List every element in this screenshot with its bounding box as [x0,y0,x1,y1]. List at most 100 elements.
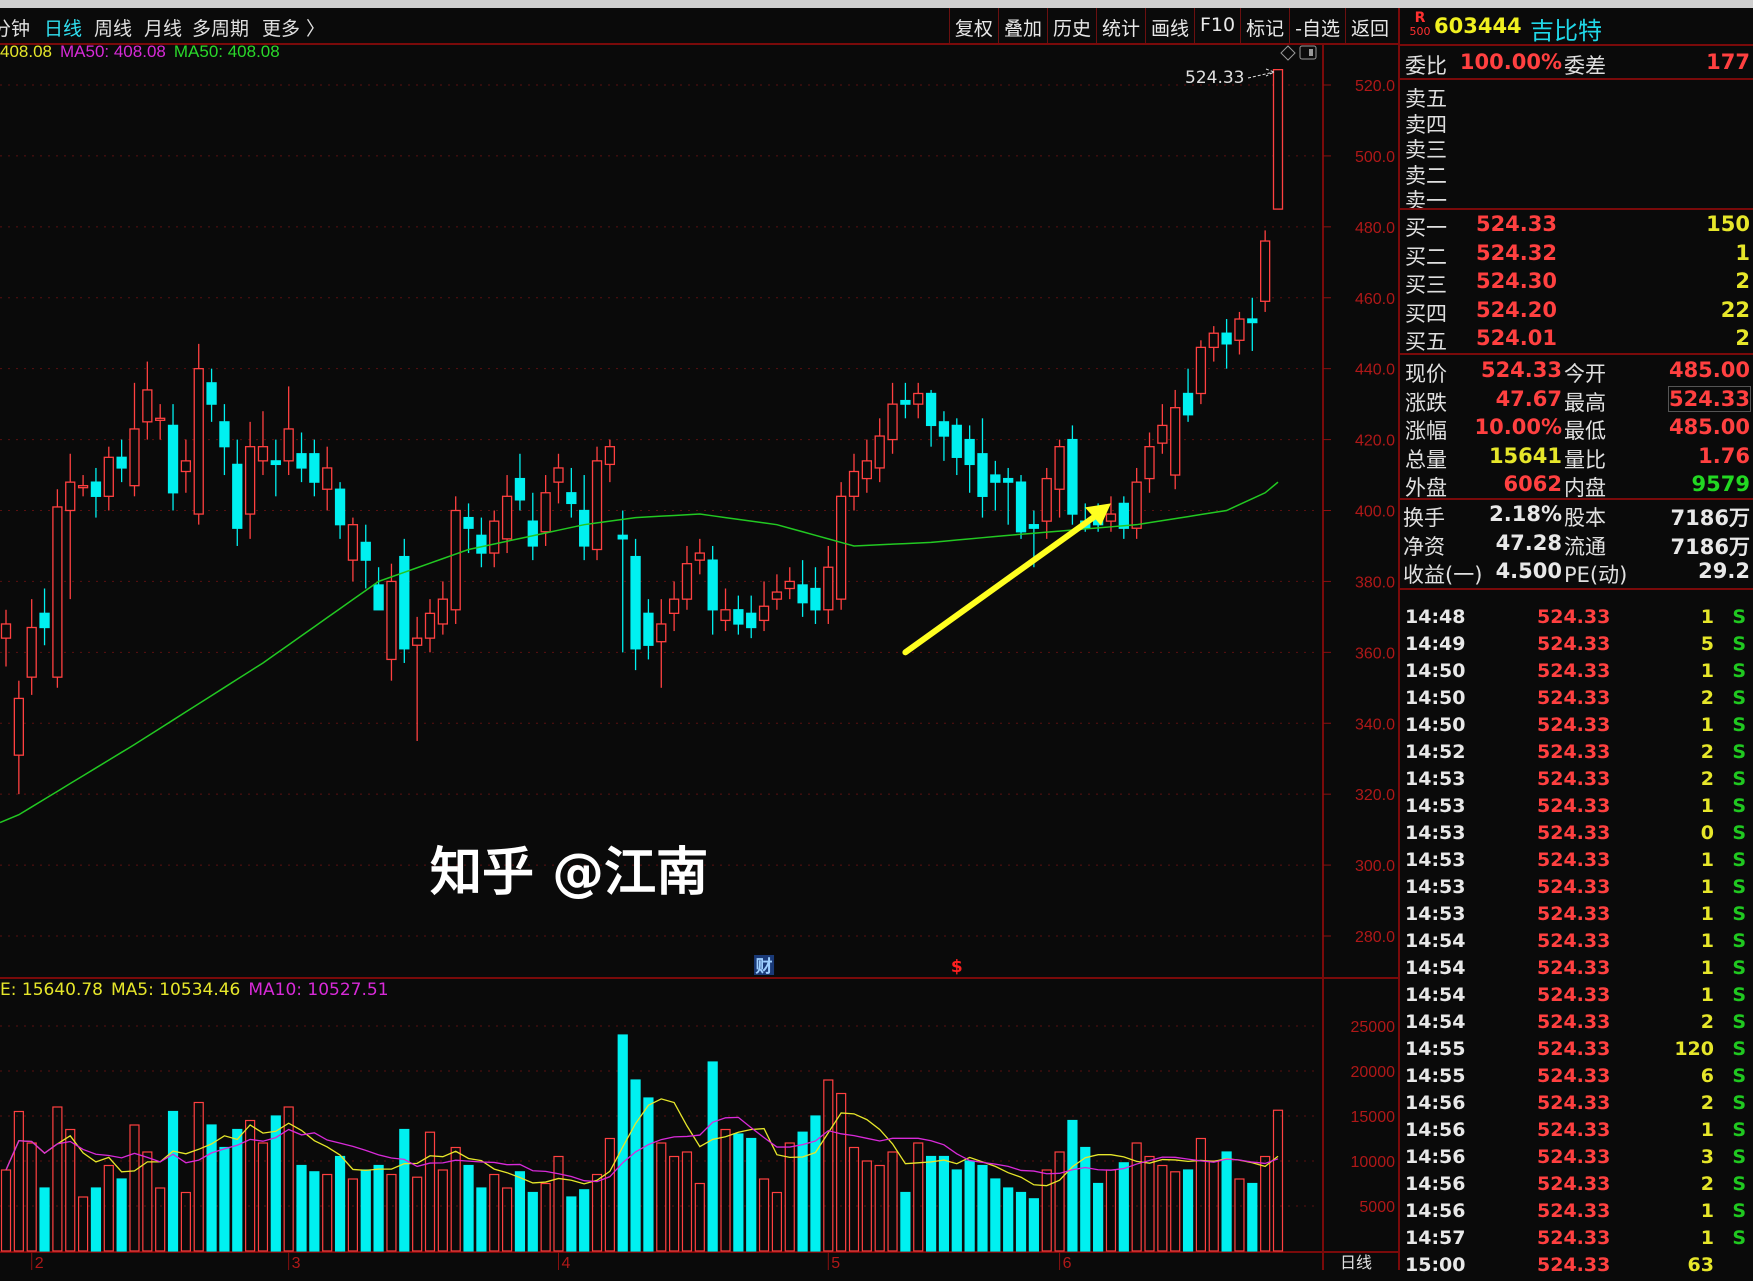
tick-side: S [1732,1119,1746,1141]
period-tab[interactable]: 更多 〉 [262,18,326,40]
period-tab[interactable]: 月线 [144,18,183,40]
volume-bar [1131,1142,1142,1252]
tick-time: 14:53 [1405,876,1466,898]
tick-side: S [1732,849,1746,871]
tick-side: S [1732,660,1746,682]
sell-level: 卖二 [1400,160,1752,188]
tick-row: 14:56 524.33 1 S [1400,1119,1752,1146]
volume-bar [193,1101,204,1252]
volume-bar [1260,1155,1271,1252]
value: 15641 [1488,443,1562,468]
tick-price: 524.33 [1537,930,1611,952]
quote-row: 外盘 6062 内盘 9579 [1400,472,1752,500]
divider [1400,498,1753,500]
legend-item: MA50: 408.08 [173,42,280,61]
candle-body [720,609,731,622]
toolbar-button[interactable]: 画线 [1144,8,1194,43]
panel-toggle-icon[interactable] [1299,45,1317,60]
label: 量比 [1564,447,1606,472]
candle-body [1247,318,1258,324]
tick-side: S [1732,822,1746,844]
label: 卖五 [1405,87,1447,111]
tick-volume: 1 [1700,903,1714,925]
price-tick-label: 300.0 [1355,858,1395,875]
volume-bar [1182,1169,1194,1252]
candle-body [733,609,744,625]
volume-bar [1080,1146,1091,1252]
divider [1400,588,1753,590]
last-price-label: 524.33 [1185,68,1244,88]
volume-bar [90,1187,102,1252]
period-tab[interactable]: 日线 [44,18,83,40]
quote-panel: R 500 603444 吉比特 委比 100.00% 委差 177 卖五 卖四 卖三 卖二卖… [1398,8,1753,1276]
tick-side: S [1732,876,1746,898]
tick-price: 524.33 [1537,633,1611,655]
candle-body [707,559,718,611]
volume-bar [514,1171,526,1252]
toolbar-button[interactable]: F10 [1194,8,1240,43]
value: 4.500 [1495,559,1562,583]
label: 收益(一) [1403,563,1483,587]
period-tab[interactable]: 分钟 [0,18,31,40]
volume: 1 [1735,240,1750,265]
period-tab[interactable]: 多周期 [192,18,250,40]
tick-side: S [1732,714,1746,736]
toolbar-button[interactable]: 返回 [1344,8,1394,43]
label: 今开 [1564,362,1606,386]
toolbar-button[interactable]: 复权 [948,8,998,43]
toolbar-button[interactable]: 标记 [1240,8,1289,43]
tick-volume: 1 [1700,984,1714,1006]
volume-bar [1054,1151,1065,1252]
period-tab[interactable]: 周线 [94,18,133,40]
volume-bar [643,1097,654,1252]
toolbar-button[interactable]: 统计 [1095,8,1145,43]
candle-body [489,520,500,554]
price-tick-label: 500.0 [1355,149,1395,166]
candle-body [1182,392,1194,416]
tick-price: 524.33 [1537,741,1611,763]
value: 1.76 [1698,443,1750,468]
volume-bar [373,1164,384,1252]
tick-row: 14:54 524.33 1 S [1400,930,1752,957]
event-marker[interactable]: 财 [755,956,773,977]
event-marker[interactable]: $ [951,957,963,977]
volume-bar [206,1124,217,1252]
volume-legend: E: 15640.78 MA5: 10534.46 MA10: 10527.51 [0,980,397,1000]
volume-bar [180,1191,191,1252]
tick-time: 14:54 [1405,984,1466,1006]
diamond-icon[interactable] [1280,45,1296,61]
value: 47.67 [1495,386,1562,411]
candle-body [668,598,680,614]
label: 净资 [1403,534,1445,559]
candle-body [77,485,89,489]
toolbar-button[interactable]: 历史 [1046,8,1096,43]
arrow-head-icon [1084,503,1111,526]
candle-body [1144,446,1155,480]
tick-row: 15:00 524.33 63 [1400,1254,1752,1281]
tick-volume: 1 [1700,849,1714,871]
volume-bar [270,1115,281,1252]
candle-body [412,637,423,646]
tick-time: 14:56 [1405,1200,1466,1222]
price-tick-label: 280.0 [1355,929,1395,946]
tick-time: 14:53 [1405,795,1466,817]
toolbar-button[interactable]: 叠加 [997,8,1047,43]
candle-body [424,612,436,639]
volume-bar [861,1160,872,1252]
price: 524.32 [1475,240,1557,265]
price: 524.01 [1475,326,1557,350]
kline-chart[interactable]: 520.0 500.0 480.0 460.0 440.0 420.0 400.0 380.0… [0,0,1398,1270]
candle-body [784,580,795,590]
volume-bar [848,1146,860,1252]
volume-bar [900,1191,911,1252]
tick-price: 524.33 [1537,1119,1611,1141]
volume-bar [1041,1169,1052,1252]
toolbar-button[interactable]: -自选 [1289,8,1345,43]
tick-volume: 2 [1700,768,1714,790]
candle-body [1234,318,1245,341]
candle-body [553,467,564,483]
volume-bar [1067,1119,1078,1252]
legend-item: 408.08 [0,42,52,61]
candle-body [373,584,384,611]
